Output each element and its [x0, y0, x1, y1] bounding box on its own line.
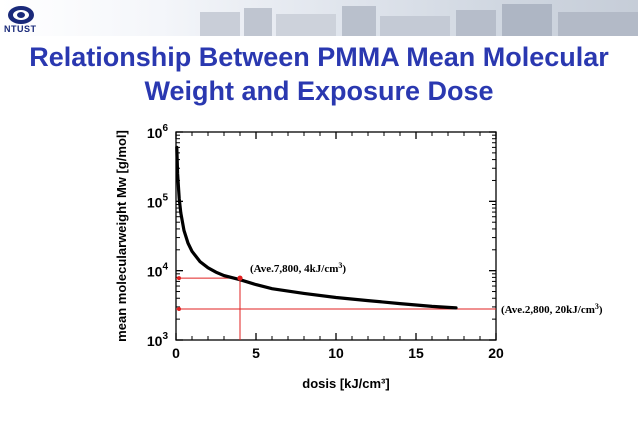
y-tick-label: 105	[147, 192, 169, 210]
y-tick-label: 103	[147, 331, 169, 349]
axis-marker	[177, 306, 181, 311]
x-tick-label: 10	[328, 345, 344, 361]
x-tick-label: 20	[488, 345, 504, 361]
axis-marker	[177, 276, 181, 281]
y-axis-ticks: 103 104 105 106	[147, 123, 496, 349]
y-tick-label: 106	[147, 123, 169, 141]
annotation-labels: (Ave.7,800, 4kJ/cm3) (Ave.2,800, 20kJ/cm3…	[250, 261, 603, 316]
x-axis-ticks: 0 5 10 15 20	[172, 132, 504, 361]
x-tick-label: 5	[252, 345, 260, 361]
annotation-marker	[237, 275, 243, 281]
y-axis-label: mean molecularweight Mw [g/mol]	[114, 130, 129, 342]
ntust-logo-icon	[8, 6, 34, 24]
annotation-label: (Ave.2,800, 20kJ/cm3)	[501, 302, 603, 316]
annotation-guides	[176, 277, 496, 340]
page-title: Relationship Between PMMA Mean Molecular…	[0, 40, 638, 108]
chart: 103 104 105 106 0 5 10 15 20 (Ave.7,800, 4kJ/cm…	[114, 123, 603, 391]
header-banner: NTUST	[0, 0, 638, 36]
x-tick-label: 15	[408, 345, 424, 361]
title-line-1: Relationship Between PMMA Mean Molecular	[29, 42, 609, 72]
x-tick-label: 0	[172, 345, 180, 361]
x-axis-label: dosis [kJ/cm³]	[302, 376, 389, 391]
campus-skyline-image	[200, 4, 638, 36]
annotation-label: (Ave.7,800, 4kJ/cm3)	[250, 261, 346, 275]
series-line	[175, 145, 458, 310]
y-tick-label: 104	[147, 262, 169, 280]
logo-text: NTUST	[4, 24, 37, 34]
annotation-markers	[177, 275, 243, 311]
title-line-2: Weight and Exposure Dose	[144, 76, 494, 106]
